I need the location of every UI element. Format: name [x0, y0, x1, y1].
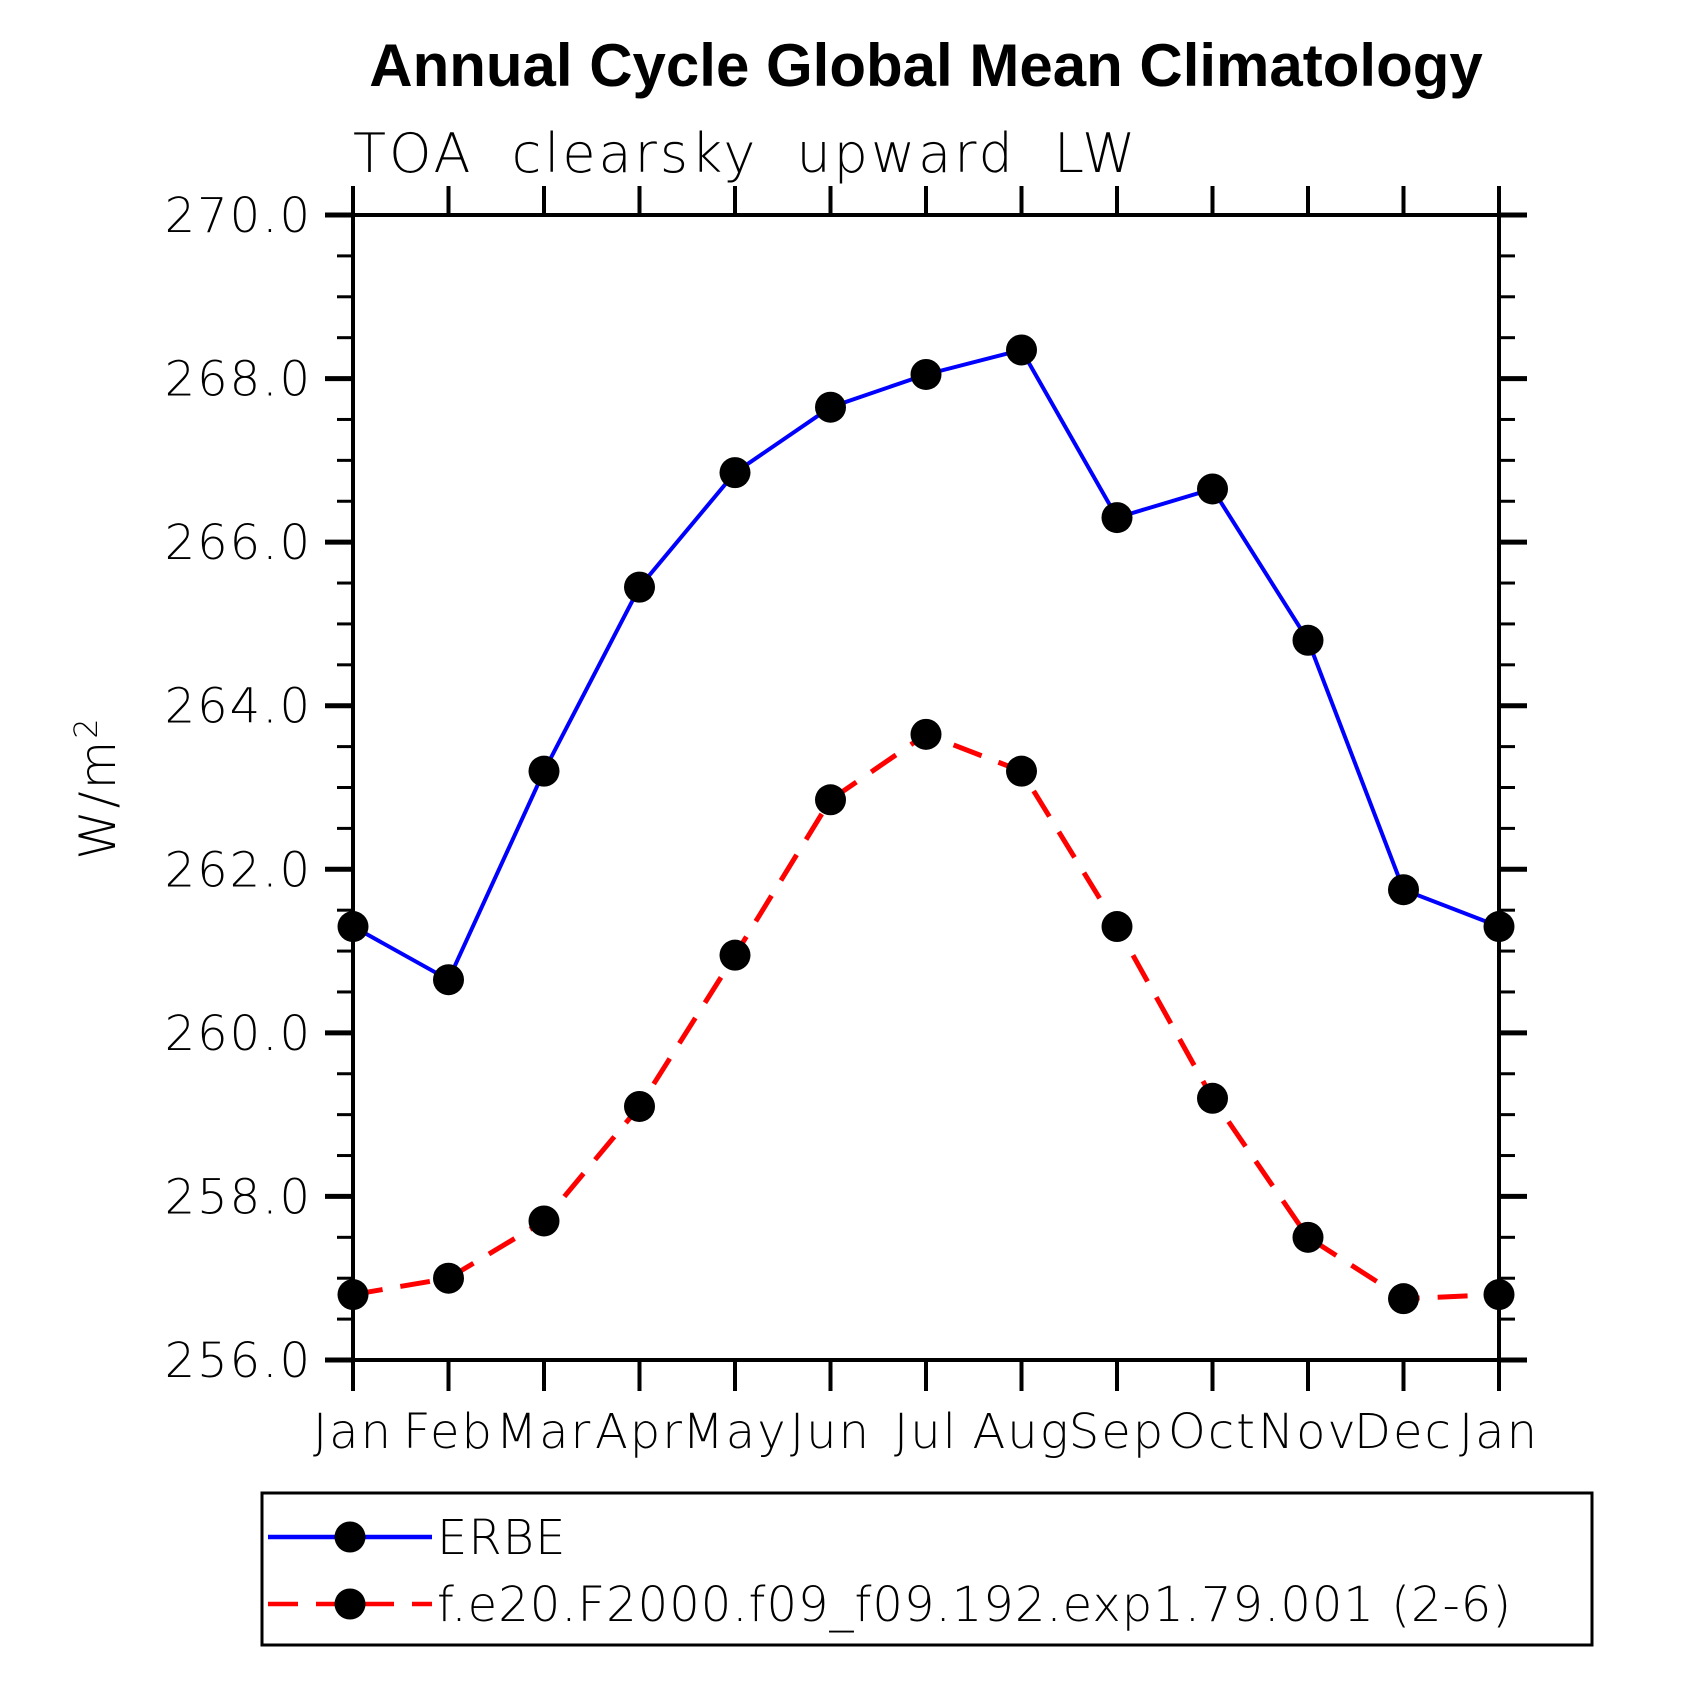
data-point-marker: [433, 1262, 464, 1294]
x-tick-label: Mar: [496, 1404, 593, 1460]
series-line-1: [352, 731, 1500, 1302]
chart-subtitle: TOA clearsky upward LW: [353, 122, 1138, 185]
data-point-marker: [719, 457, 751, 489]
data-point-marker: [1101, 502, 1133, 534]
plot-frame: [351, 213, 1501, 1362]
y-axis-label-base: W/m: [69, 739, 127, 860]
x-tick-label: Jun: [790, 1404, 871, 1460]
y-tick-label: 268.0: [165, 352, 312, 408]
legend-label-erbe: ERBE: [437, 1510, 566, 1566]
chart-title: Annual Cycle Global Mean Climatology: [369, 32, 1483, 99]
y-axis-label: W/m2: [67, 716, 127, 859]
y-tick-label: 266.0: [165, 515, 312, 571]
data-point-marker: [815, 784, 846, 816]
x-tick-label: Nov: [1258, 1404, 1358, 1460]
data-point-marker: [337, 1279, 369, 1311]
data-point-marker: [528, 755, 560, 787]
data-point-marker: [433, 964, 464, 996]
data-point-marker: [719, 939, 751, 971]
legend-label-model: f.e20.F2000.f09_f09.192.exp1.79.001 (2-6…: [437, 1577, 1512, 1633]
x-tick-label: Feb: [403, 1404, 494, 1460]
data-point-marker: [1197, 1082, 1228, 1114]
series-line-0: [352, 347, 1500, 983]
legend: ERBE f.e20.F2000.f09_f09.192.exp1.79.001…: [260, 1491, 1594, 1647]
legend-box: [260, 1491, 1594, 1647]
x-tick-label: Apr: [595, 1404, 684, 1460]
y-tick-label: 262.0: [165, 842, 312, 898]
data-point-marker: [528, 1205, 560, 1237]
y-tick-label: 258.0: [165, 1169, 312, 1225]
data-point-marker: [624, 1090, 655, 1122]
data-point-marker: [624, 571, 655, 603]
data-point-marker: [1292, 1221, 1324, 1253]
y-axis-label-exponent: 2: [67, 716, 105, 738]
data-point-marker: [1388, 874, 1419, 906]
data-point-marker: [910, 358, 942, 390]
data-point-marker: [910, 718, 942, 750]
x-tick-label: Sep: [1069, 1404, 1165, 1460]
x-tick-label: Oct: [1168, 1404, 1257, 1460]
y-tick-label: 264.0: [165, 679, 312, 735]
data-point-marker: [1292, 624, 1324, 656]
data-point-marker: [815, 391, 846, 423]
data-point-marker: [1197, 473, 1228, 505]
data-point-marker: [1006, 755, 1037, 787]
plot-area: 256.0 258.0 260.0 262.0 264.0 266.0 268.0 270.0…: [165, 186, 1539, 1460]
x-tick-label: May: [682, 1404, 787, 1460]
x-tick-label: Aug: [972, 1404, 1070, 1460]
y-tick-label: 270.0: [165, 188, 312, 244]
x-tick-label: Jul: [894, 1404, 958, 1460]
data-point-marker: [1483, 911, 1515, 943]
data-point-marker: [1006, 334, 1037, 366]
legend-marker-model: [334, 1588, 366, 1620]
data-point-marker: [1101, 911, 1133, 943]
data-point-marker: [1388, 1283, 1419, 1315]
data-point-marker: [337, 911, 369, 943]
legend-marker-erbe: [334, 1521, 366, 1553]
x-tick-label: Jan: [313, 1404, 393, 1460]
x-tick-label: Jan: [1459, 1404, 1539, 1460]
data-point-marker: [1483, 1279, 1515, 1311]
y-tick-label: 260.0: [165, 1006, 312, 1062]
y-tick-label: 256.0: [165, 1333, 312, 1389]
x-tick-label: Dec: [1354, 1404, 1453, 1460]
